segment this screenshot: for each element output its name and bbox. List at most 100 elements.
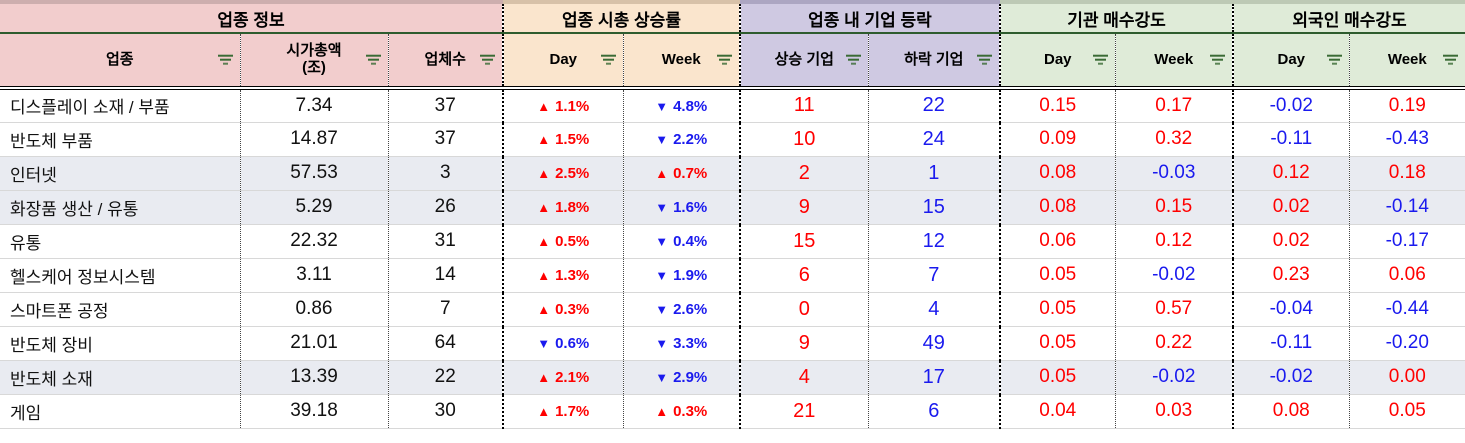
cell-value: 0.05 bbox=[1388, 400, 1426, 421]
cell-inst_week: 0.57 bbox=[1114, 292, 1234, 327]
cell-frgn_week: 0.06 bbox=[1348, 258, 1465, 293]
pct-value: ▲ 1.8% bbox=[537, 199, 589, 216]
cell-sector_day: ▲ 1.3% bbox=[502, 258, 623, 293]
cell-value: 14.87 bbox=[290, 128, 338, 149]
group-header-row: 업종 정보 업종 시총 상승률 업종 내 기업 등락 기관 매수강도 외국인 매수강도 bbox=[0, 4, 1465, 34]
cell-frgn_week: -0.20 bbox=[1348, 326, 1465, 361]
cell-value: 17 bbox=[922, 365, 945, 388]
cell-sector: 게임 bbox=[0, 394, 240, 429]
cell-value: 0.08 bbox=[1272, 400, 1310, 421]
cell-sector_week: ▼ 2.2% bbox=[622, 122, 740, 157]
cell-sector_week: ▲ 0.3% bbox=[622, 394, 740, 429]
cell-value: 0.12 bbox=[1155, 230, 1193, 251]
cell-value: 반도체 소재 bbox=[10, 369, 93, 389]
pct-text: 0.6% bbox=[555, 335, 590, 352]
column-header-label: 시가총액 bbox=[286, 42, 342, 60]
group-header-label: 업종 정보 bbox=[217, 10, 285, 30]
column-header-label: Week bbox=[1154, 50, 1194, 68]
cell-value: 6 bbox=[798, 263, 810, 286]
pct-value: ▲ 0.3% bbox=[655, 403, 707, 420]
cell-value: 0.08 bbox=[1039, 196, 1077, 217]
cell-value: 3.11 bbox=[296, 264, 332, 285]
cell-inst_week: 0.32 bbox=[1114, 122, 1234, 157]
cell-sector: 디스플레이 소재 / 부품 bbox=[0, 88, 240, 123]
cell-down_count: 49 bbox=[867, 326, 1000, 361]
filter-icon[interactable] bbox=[600, 54, 617, 67]
cell-value: 반도체 부품 bbox=[10, 131, 93, 151]
cell-sector_day: ▲ 1.8% bbox=[502, 190, 623, 225]
column-header-content: Day bbox=[1002, 34, 1115, 84]
filter-icon[interactable] bbox=[217, 54, 234, 67]
filter-icon[interactable] bbox=[1442, 54, 1459, 67]
filter-icon[interactable] bbox=[1092, 54, 1109, 67]
column-header-content: Week bbox=[624, 34, 739, 84]
cell-value: 22 bbox=[922, 94, 945, 117]
cell-value: 39.18 bbox=[290, 400, 338, 421]
pct-value: ▼ 2.9% bbox=[655, 369, 707, 386]
filter-icon[interactable] bbox=[479, 54, 496, 67]
cell-inst_week: 0.03 bbox=[1114, 394, 1234, 429]
sector-data-table: 업종 정보 업종 시총 상승률 업종 내 기업 등락 기관 매수강도 외국인 매수강도 … bbox=[0, 4, 1465, 429]
cell-frgn_day: 0.08 bbox=[1232, 394, 1350, 429]
cell-value: -0.11 bbox=[1270, 332, 1313, 353]
column-header-count: 업체수 bbox=[387, 33, 503, 90]
cell-up_count: 0 bbox=[739, 292, 868, 327]
group-header-cap-change: 업종 시총 상승률 bbox=[502, 4, 740, 34]
cell-down_count: 12 bbox=[867, 224, 1000, 259]
cell-value: 0.05 bbox=[1039, 366, 1077, 387]
cell-inst_week: -0.02 bbox=[1114, 360, 1234, 395]
pct-value: ▼ 1.9% bbox=[655, 267, 707, 284]
cell-value: 57.53 bbox=[290, 162, 338, 183]
cell-sector_day: ▲ 0.5% bbox=[502, 224, 623, 259]
pct-value: ▲ 0.7% bbox=[655, 165, 707, 182]
cell-frgn_day: -0.04 bbox=[1232, 292, 1350, 327]
cell-value: 14 bbox=[434, 264, 456, 285]
filter-icon[interactable] bbox=[716, 54, 733, 67]
pct-value: ▲ 1.5% bbox=[537, 131, 589, 148]
pct-value: ▲ 0.3% bbox=[537, 301, 589, 318]
triangle-up-icon: ▲ bbox=[537, 268, 551, 283]
pct-value: ▼ 3.3% bbox=[655, 335, 707, 352]
column-header-content: 업종 bbox=[0, 34, 240, 84]
cell-mcap: 22.32 bbox=[239, 224, 388, 259]
pct-text: 1.5% bbox=[555, 131, 590, 148]
column-header-down_count: 하락 기업 bbox=[867, 33, 1000, 90]
filter-icon[interactable] bbox=[1326, 54, 1343, 67]
cell-value: 0.12 bbox=[1272, 162, 1310, 183]
cell-value: 유통 bbox=[10, 233, 42, 253]
column-header-label: Day bbox=[1277, 50, 1306, 68]
pct-text: 1.8% bbox=[555, 199, 590, 216]
cell-value: 0.08 bbox=[1039, 162, 1077, 183]
triangle-up-icon: ▲ bbox=[537, 98, 551, 114]
group-header-label: 업종 시총 상승률 bbox=[562, 10, 681, 30]
cell-value: 13.39 bbox=[290, 366, 338, 387]
cell-inst_day: 0.08 bbox=[999, 190, 1115, 225]
cell-frgn_day: 0.02 bbox=[1232, 224, 1350, 259]
column-header-label: Day bbox=[1043, 50, 1072, 68]
cell-up_count: 21 bbox=[739, 394, 868, 429]
pct-text: 4.8% bbox=[673, 97, 708, 115]
column-header-inst_day: Day bbox=[999, 33, 1115, 90]
cell-value: -0.02 bbox=[1152, 264, 1196, 285]
cell-value: -0.43 bbox=[1385, 128, 1429, 149]
pct-text: 1.9% bbox=[673, 267, 708, 284]
cell-down_count: 17 bbox=[867, 360, 1000, 395]
cell-inst_week: -0.03 bbox=[1114, 156, 1234, 191]
filter-icon[interactable] bbox=[365, 54, 382, 67]
cell-mcap: 57.53 bbox=[239, 156, 388, 191]
cell-sector_day: ▲ 1.5% bbox=[502, 122, 623, 157]
cell-value: -0.11 bbox=[1270, 128, 1313, 149]
cell-value: 0.15 bbox=[1155, 196, 1193, 217]
filter-icon[interactable] bbox=[1209, 54, 1226, 67]
column-header-label-line2: (조) bbox=[302, 59, 326, 76]
cell-value: -0.20 bbox=[1385, 332, 1429, 353]
cell-value: -0.02 bbox=[1269, 94, 1313, 116]
cell-value: 21 bbox=[793, 399, 816, 422]
pct-text: 0.7% bbox=[673, 165, 708, 182]
cell-down_count: 6 bbox=[867, 394, 1000, 429]
cell-value: 22.32 bbox=[290, 230, 338, 251]
group-header-label: 기관 매수강도 bbox=[1067, 10, 1166, 30]
filter-icon[interactable] bbox=[976, 54, 993, 67]
filter-icon[interactable] bbox=[845, 54, 862, 67]
table-row: 디스플레이 소재 / 부품 7.34 37 ▲ 1.1% ▼ 4.8% 11 22 0.15 0.1… bbox=[0, 88, 1465, 123]
